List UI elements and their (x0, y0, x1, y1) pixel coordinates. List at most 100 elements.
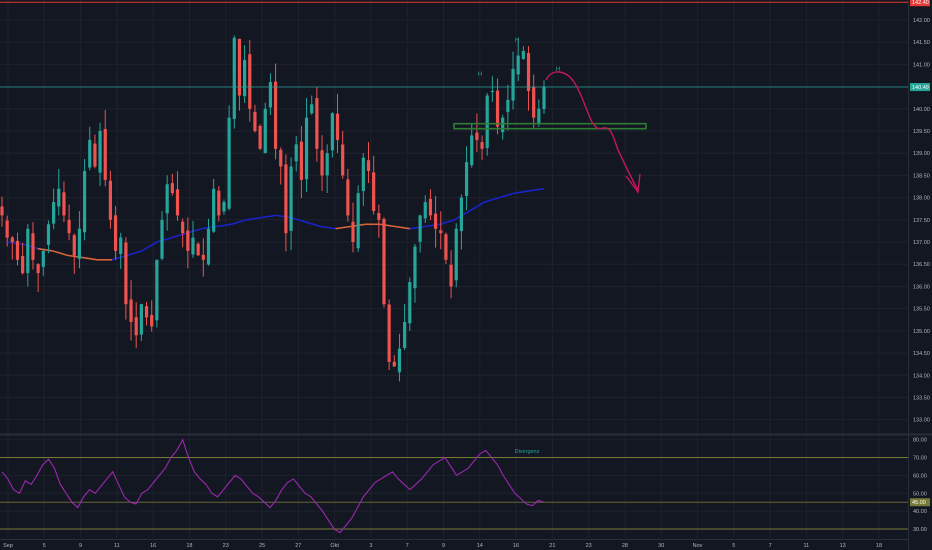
candle-body[interactable] (408, 282, 412, 324)
candle[interactable] (464, 146, 469, 211)
candle[interactable] (222, 199, 226, 215)
candle[interactable] (346, 168, 350, 222)
candle-body[interactable] (387, 304, 391, 362)
candle-body[interactable] (480, 142, 484, 149)
candle-body[interactable] (119, 237, 123, 255)
candle[interactable] (501, 114, 505, 140)
candle[interactable] (444, 232, 448, 265)
candle-body[interactable] (490, 91, 494, 93)
candle[interactable] (315, 86, 319, 162)
candle-body[interactable] (501, 117, 505, 133)
candle-body[interactable] (155, 259, 159, 321)
candle-body[interactable] (335, 113, 340, 140)
candle[interactable] (206, 218, 211, 266)
candle-body[interactable] (77, 228, 82, 259)
candle[interactable] (41, 248, 45, 276)
candle-body[interactable] (212, 188, 216, 232)
candle-body[interactable] (15, 240, 20, 260)
candle-body[interactable] (418, 215, 422, 242)
candle-body[interactable] (108, 180, 113, 220)
candle-body[interactable] (103, 129, 107, 180)
candle-body[interactable] (284, 164, 288, 234)
candle[interactable] (516, 37, 520, 82)
candle-body[interactable] (150, 315, 154, 327)
candle[interactable] (428, 189, 433, 220)
candle-body[interactable] (475, 132, 479, 140)
candle-body[interactable] (516, 55, 520, 75)
candle[interactable] (201, 238, 205, 277)
candle[interactable] (181, 218, 185, 248)
candle-body[interactable] (279, 149, 283, 167)
candle-body[interactable] (268, 82, 273, 108)
candle[interactable] (72, 233, 76, 274)
candle[interactable] (52, 188, 56, 230)
candle-body[interactable] (377, 213, 381, 220)
candle-body[interactable] (10, 237, 14, 243)
candle[interactable] (119, 232, 123, 269)
candle[interactable] (57, 169, 61, 216)
candle[interactable] (237, 38, 242, 111)
candle-body[interactable] (170, 183, 174, 194)
candle[interactable] (196, 242, 200, 256)
candle-body[interactable] (98, 131, 102, 173)
candle-body[interactable] (5, 220, 9, 238)
candle-body[interactable] (439, 230, 443, 234)
candle-body[interactable] (31, 233, 35, 260)
candle[interactable] (268, 73, 273, 116)
candle[interactable] (366, 142, 371, 183)
candle[interactable] (279, 147, 283, 185)
candle-body[interactable] (495, 90, 500, 127)
candle-body[interactable] (222, 202, 226, 212)
candle-body[interactable] (444, 234, 448, 260)
candle-body[interactable] (67, 220, 71, 234)
candle-body[interactable] (470, 135, 474, 166)
candle[interactable] (382, 217, 386, 308)
candle-body[interactable] (57, 188, 61, 207)
candle-body[interactable] (433, 213, 438, 229)
candle-body[interactable] (454, 228, 458, 281)
candle-body[interactable] (206, 228, 211, 265)
candle[interactable] (537, 99, 541, 127)
candle-body[interactable] (428, 198, 433, 216)
candle[interactable] (113, 206, 118, 260)
candle-body[interactable] (356, 193, 360, 249)
candle[interactable] (77, 211, 82, 269)
candle[interactable] (186, 217, 190, 269)
candle[interactable] (248, 39, 252, 122)
candle[interactable] (0, 196, 4, 227)
candle[interactable] (304, 97, 309, 192)
candle-body[interactable] (403, 321, 407, 348)
candle-body[interactable] (521, 51, 525, 59)
candle[interactable] (191, 220, 195, 258)
candle-body[interactable] (232, 37, 236, 119)
candle-body[interactable] (175, 189, 180, 216)
rsi-line[interactable] (1, 438, 545, 534)
candle[interactable] (397, 333, 402, 382)
candle-body[interactable] (366, 160, 371, 171)
candle[interactable] (454, 223, 458, 288)
candle[interactable] (124, 237, 128, 320)
candle[interactable] (480, 135, 484, 160)
candle[interactable] (310, 95, 314, 115)
candle-body[interactable] (21, 256, 25, 274)
candle[interactable] (26, 224, 30, 287)
candle[interactable] (449, 250, 453, 299)
candle-body[interactable] (330, 113, 334, 151)
candle[interactable] (227, 105, 231, 211)
candle[interactable] (403, 303, 407, 351)
candle[interactable] (335, 93, 340, 154)
candles[interactable] (0, 35, 546, 382)
candle-body[interactable] (144, 306, 149, 318)
candle[interactable] (495, 78, 500, 135)
candle-body[interactable] (537, 108, 541, 124)
candle-body[interactable] (299, 141, 303, 180)
candle[interactable] (459, 194, 464, 250)
candle[interactable] (36, 263, 40, 292)
candle-body[interactable] (217, 190, 221, 216)
candle-body[interactable] (253, 111, 257, 132)
rsi-panel[interactable]: Divergenz (0, 438, 908, 534)
candle[interactable] (408, 277, 412, 332)
candle-body[interactable] (41, 250, 45, 267)
candle-body[interactable] (0, 206, 4, 216)
